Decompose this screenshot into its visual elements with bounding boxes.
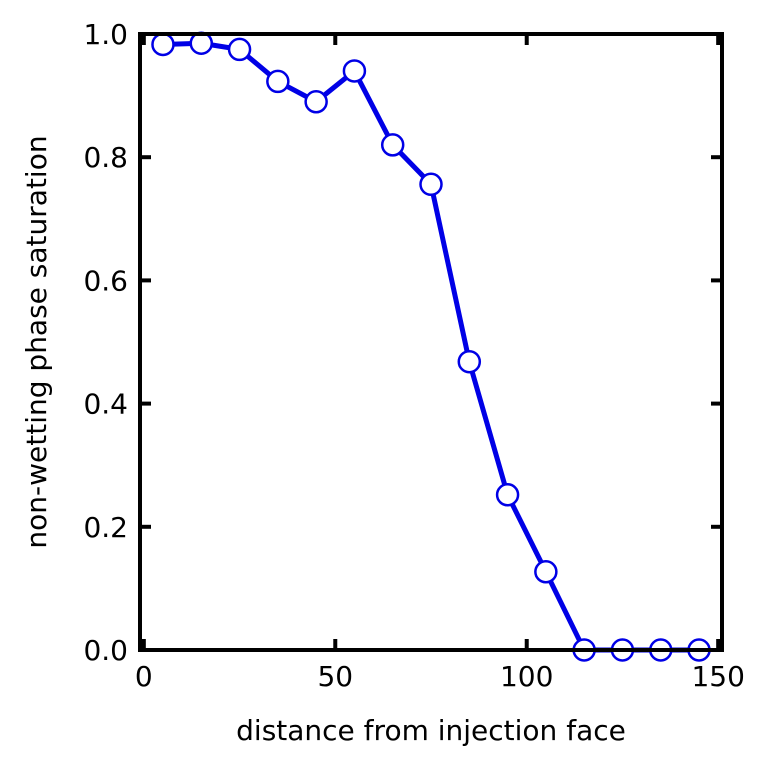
x-tick-label: 0 [135,660,153,693]
tick-labels: 0 50 100 150 0.0 0.2 0.4 0.6 0.8 1.0 [83,18,744,693]
y-tick-label: 0.8 [83,141,128,174]
data-point [151,32,175,57]
y-tick-label: 1.0 [83,18,128,51]
y-tick-label: 0.6 [83,264,128,297]
data-point [304,90,328,114]
data-point [495,483,520,507]
series-line [162,40,700,653]
y-tick-label: 0.2 [83,511,128,544]
x-tick-label: 50 [317,660,353,693]
x-axis-label: distance from injection face [236,714,626,747]
y-axis-label: non-wetting phase saturation [20,135,53,548]
data-point [457,349,482,374]
plot-frame [138,32,724,652]
y-tick-label: 0.4 [83,388,128,421]
series-layer [151,31,711,662]
data-point [380,133,405,157]
x-tick-label: 150 [691,660,744,693]
data-point [342,59,367,83]
data-point [419,172,443,197]
data-point [534,560,558,584]
ticks [140,32,722,652]
y-tick-label: 0.0 [83,634,128,667]
x-tick-label: 100 [500,660,553,693]
data-point [266,69,290,94]
data-point [227,37,252,62]
